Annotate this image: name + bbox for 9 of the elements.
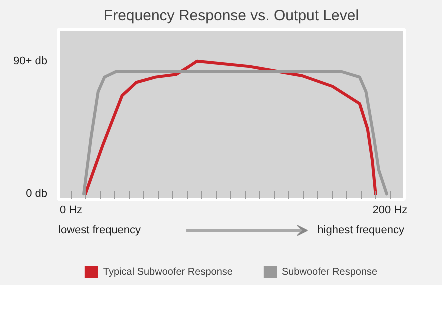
text: 0 db	[26, 188, 48, 200]
x-tick-label: 0 Hz	[60, 204, 83, 216]
text: lowest frequency	[58, 224, 142, 237]
legend-label: Subwoofer Response	[282, 266, 378, 278]
chart-title: Frequency Response vs. Output Level	[104, 8, 360, 24]
text: 90+ db	[14, 55, 48, 68]
text: highest frequency	[318, 224, 405, 237]
x-tick-label: 200 Hz	[372, 204, 408, 216]
legend-label: Typical Subwoofer Response	[103, 266, 233, 278]
